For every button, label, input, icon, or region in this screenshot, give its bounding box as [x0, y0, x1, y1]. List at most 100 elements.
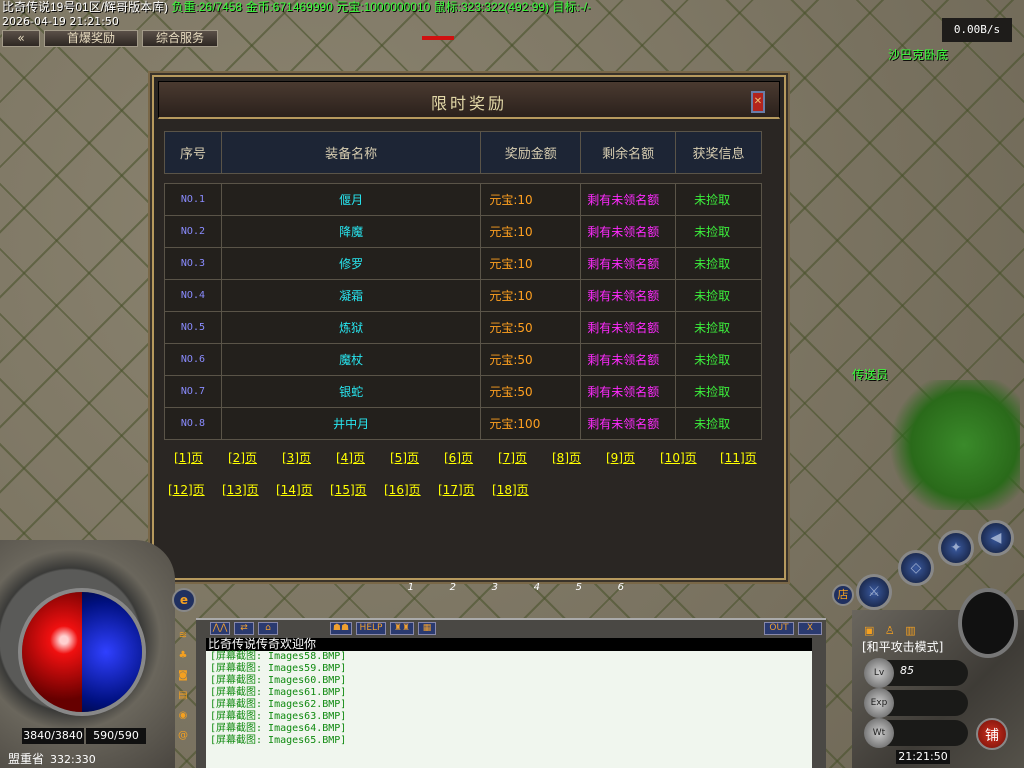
table-row[interactable]: NO.2 降魔 元宝:10 剩有未领名额 未捡取	[164, 215, 762, 248]
row-number: NO.8	[164, 407, 222, 440]
panel-icons: ▣ ♙ ▥	[864, 624, 916, 637]
guild-icon[interactable]: ◙	[178, 670, 188, 681]
broadcast-icon[interactable]: ◉	[178, 710, 188, 721]
mp-value: 590/590	[86, 728, 146, 744]
day-night-icon	[958, 588, 1018, 658]
npc-name[interactable]: 沙巴克卧底	[888, 48, 949, 62]
skill-icon[interactable]: ⚔	[856, 574, 892, 610]
store-icon[interactable]: 店	[832, 584, 854, 606]
mail-icon[interactable]: @	[178, 730, 188, 741]
page-link[interactable]: [9]页	[606, 451, 635, 465]
rank-icon[interactable]: ♜♜	[390, 622, 414, 635]
page-link[interactable]: [18]页	[492, 483, 529, 497]
reward-amount: 元宝:50	[480, 375, 582, 408]
e-icon[interactable]: e	[172, 588, 196, 612]
row-number: NO.4	[164, 279, 222, 312]
game-clock: 21:21:50	[896, 750, 950, 764]
close-icon[interactable]: ✕	[751, 91, 765, 113]
chat-log[interactable]: 比奇传说传奇欢迎你 [屏幕截图: Images58.BMP] [屏幕截图: Ima…	[206, 638, 812, 768]
page-link[interactable]: [10]页	[660, 451, 697, 465]
reward-info: 未捡取	[675, 375, 762, 408]
table-row[interactable]: NO.6 魔杖 元宝:50 剩有未领名额 未捡取	[164, 343, 762, 376]
first-drop-reward-button[interactable]: 首爆奖励	[44, 30, 138, 47]
table-row[interactable]: NO.1 偃月 元宝:10 剩有未领名额 未捡取	[164, 183, 762, 216]
page-link[interactable]: [7]页	[498, 451, 527, 465]
person-icon[interactable]: ♙	[884, 624, 895, 637]
armor-icon[interactable]: ◇	[898, 550, 934, 586]
yuanbao-label: 元宝:	[336, 0, 364, 14]
page-link[interactable]: [8]页	[552, 451, 581, 465]
services-button[interactable]: 综合服务	[142, 30, 218, 47]
item-name: 凝霜	[220, 279, 482, 312]
table-row[interactable]: NO.3 修罗 元宝:10 剩有未领名额 未捡取	[164, 247, 762, 280]
dialog-titlebar[interactable]: 限时奖励 ✕	[158, 81, 780, 119]
hp-value: 3840/3840	[22, 728, 84, 744]
trade-icon[interactable]: ⇄	[234, 622, 254, 635]
friends-icon[interactable]: ☗☗	[330, 622, 352, 635]
exit-button[interactable]: X	[798, 622, 822, 635]
table-row[interactable]: NO.5 炼狱 元宝:50 剩有未领名额 未捡取	[164, 311, 762, 344]
logout-button[interactable]: OUT	[764, 622, 794, 635]
chat-line: [屏幕截图: Images60.BMP]	[210, 675, 347, 686]
belt-slot[interactable]: 4	[506, 582, 540, 608]
remaining-slots: 剩有未领名额	[580, 279, 677, 312]
page-link[interactable]: [4]页	[336, 451, 365, 465]
remaining-slots: 剩有未领名额	[580, 215, 677, 248]
group-icon[interactable]: ♣	[178, 650, 188, 661]
belt-slot[interactable]: 3	[464, 582, 498, 608]
status-bar: 比奇传说19号01区/辉哥版本库) 负重:26/7458 金币:67146999…	[2, 0, 591, 14]
help-button[interactable]: HELP	[356, 622, 386, 635]
row-number: NO.1	[164, 183, 222, 216]
page-link[interactable]: [1]页	[174, 451, 203, 465]
bag-icon[interactable]: ▤	[178, 690, 188, 701]
map-name: 盟重省	[8, 752, 45, 766]
char-icon[interactable]: ▣	[864, 624, 875, 637]
page-link[interactable]: [14]页	[276, 483, 313, 497]
gold-label: 金币:	[245, 0, 273, 14]
page-link[interactable]: [17]页	[438, 483, 475, 497]
sound-icon[interactable]: ◀	[978, 520, 1014, 556]
page-link[interactable]: [11]页	[720, 451, 757, 465]
page-link[interactable]: [2]页	[228, 451, 257, 465]
target-hp-bar	[422, 36, 454, 40]
team-icon[interactable]: ✦	[938, 530, 974, 566]
attack-mode[interactable]: [和平攻击模式]	[862, 640, 944, 654]
table-header: 序号 装备名称 奖励金额 剩余名额 获奖信息	[164, 131, 762, 174]
reward-amount: 元宝:10	[480, 215, 582, 248]
chat-toolbar: ⋀⋀ ⇄ ⌂ ☗☗ HELP ♜♜ ▦ OUT X	[204, 622, 822, 636]
page-link[interactable]: [12]页	[168, 483, 205, 497]
table-row[interactable]: NO.4 凝霜 元宝:10 剩有未领名额 未捡取	[164, 279, 762, 312]
page-link[interactable]: [6]页	[444, 451, 473, 465]
signal-icon[interactable]: ≋	[178, 630, 188, 641]
page-link[interactable]: [15]页	[330, 483, 367, 497]
row-number: NO.7	[164, 375, 222, 408]
map-coords: 332:330	[50, 753, 96, 766]
weight-value: 26/7458	[198, 0, 243, 14]
wt-icon: Wt	[864, 718, 894, 748]
bag-icon[interactable]: ▥	[905, 624, 916, 637]
page-link[interactable]: [16]页	[384, 483, 421, 497]
page-link[interactable]: [5]页	[390, 451, 419, 465]
remaining-slots: 剩有未领名额	[580, 247, 677, 280]
belt-slot[interactable]: 6	[590, 582, 624, 608]
chat-line: [屏幕截图: Images58.BMP]	[210, 651, 347, 662]
shop-icon[interactable]: ⌂	[258, 622, 278, 635]
shop-button[interactable]: 铺	[976, 718, 1008, 750]
yuanbao-value: 1000000010	[363, 0, 431, 14]
belt-slot[interactable]: 1	[380, 582, 414, 608]
page-link[interactable]: [13]页	[222, 483, 259, 497]
belt-slot[interactable]: 5	[548, 582, 582, 608]
server-name: 比奇传说19号01区/辉哥版本库)	[2, 0, 169, 14]
belt-slot[interactable]: 2	[422, 582, 456, 608]
reward-info: 未捡取	[675, 247, 762, 280]
chat-mode-icon[interactable]: ⋀⋀	[210, 622, 230, 635]
grid-icon[interactable]: ▦	[418, 622, 436, 635]
row-number: NO.6	[164, 343, 222, 376]
page-link[interactable]: [3]页	[282, 451, 311, 465]
collapse-button[interactable]: «	[2, 30, 40, 47]
reward-info: 未捡取	[675, 311, 762, 344]
table-row[interactable]: NO.7 银蛇 元宝:50 剩有未领名额 未捡取	[164, 375, 762, 408]
table-row[interactable]: NO.8 井中月 元宝:100 剩有未领名额 未捡取	[164, 407, 762, 440]
reward-info: 未捡取	[675, 407, 762, 440]
npc-name[interactable]: 传送员	[852, 368, 889, 382]
